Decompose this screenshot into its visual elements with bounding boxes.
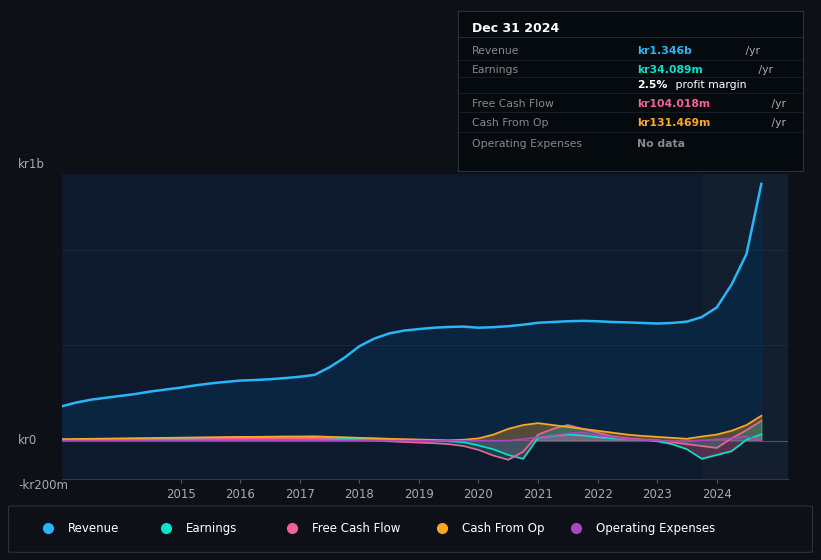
Text: Dec 31 2024: Dec 31 2024 (472, 22, 559, 35)
Text: profit margin: profit margin (672, 81, 746, 90)
Text: 2.5%: 2.5% (637, 81, 667, 90)
Text: Free Cash Flow: Free Cash Flow (472, 99, 554, 109)
Text: kr34.089m: kr34.089m (637, 66, 703, 75)
Text: Earnings: Earnings (472, 66, 519, 75)
Text: -kr200m: -kr200m (18, 479, 68, 492)
Text: kr1b: kr1b (18, 157, 45, 171)
Text: Free Cash Flow: Free Cash Flow (312, 522, 401, 535)
Text: Revenue: Revenue (472, 46, 520, 56)
Text: kr1.346b: kr1.346b (637, 46, 692, 56)
Text: No data: No data (637, 139, 686, 150)
Text: kr104.018m: kr104.018m (637, 99, 710, 109)
Text: Cash From Op: Cash From Op (461, 522, 544, 535)
FancyBboxPatch shape (8, 506, 813, 552)
Text: Earnings: Earnings (186, 522, 237, 535)
Text: Revenue: Revenue (67, 522, 119, 535)
Text: Operating Expenses: Operating Expenses (596, 522, 715, 535)
Text: /yr: /yr (755, 66, 773, 75)
Text: Cash From Op: Cash From Op (472, 118, 548, 128)
Text: /yr: /yr (768, 118, 787, 128)
Text: kr131.469m: kr131.469m (637, 118, 711, 128)
Bar (702, 174, 806, 479)
Text: /yr: /yr (742, 46, 760, 56)
Text: Operating Expenses: Operating Expenses (472, 139, 582, 150)
Text: kr0: kr0 (18, 434, 37, 447)
Text: /yr: /yr (768, 99, 787, 109)
